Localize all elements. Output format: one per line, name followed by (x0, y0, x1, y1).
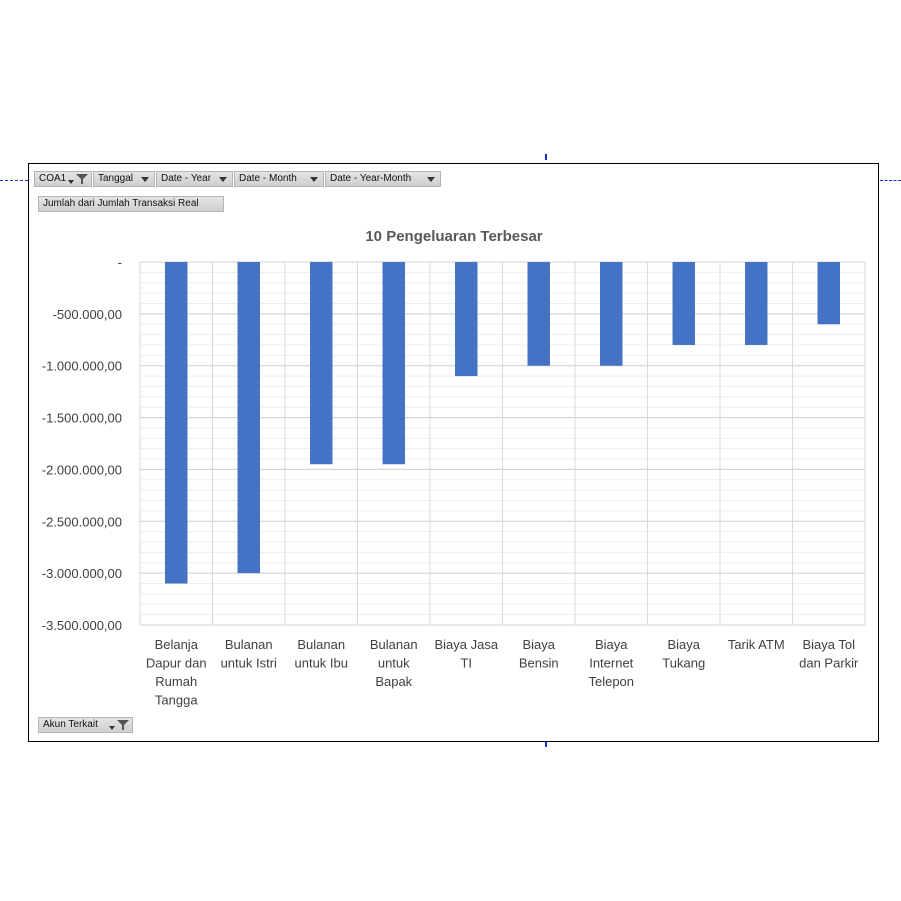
x-tick-label-line: Biaya (667, 637, 700, 652)
bar (310, 262, 333, 465)
axis-field-button[interactable]: Akun Terkait (38, 717, 133, 733)
filter-button-date-year-month[interactable]: Date - Year-Month (325, 171, 441, 187)
x-tick-label: Tarik ATM (728, 637, 785, 652)
x-tick-label: Belanja Dapur dan Rumah Tangga (146, 637, 207, 708)
y-axis-ticks: - -500.000,00 -1.000.000,00 -1.500.000,00 -2… (42, 255, 122, 633)
x-tick-label-line: Belanja (155, 637, 199, 652)
x-tick-label-line: Biaya Tol (802, 637, 855, 652)
x-tick-label: Bulanan untuk Istri (221, 637, 277, 671)
x-tick-label-line: Internet (589, 656, 633, 671)
x-tick-label-line: untuk Ibu (295, 656, 349, 671)
filter-icon (117, 720, 129, 730)
x-tick-label: Bulanan untuk Bapak (370, 637, 418, 689)
x-axis-labels: Belanja Dapur dan Rumah Tangga Bulanan untuk … (146, 637, 859, 708)
x-tick-label-line: Tarik ATM (728, 637, 785, 652)
axis-field-label: Akun Terkait (43, 719, 98, 730)
bars (165, 262, 840, 584)
chevron-down-icon (427, 177, 435, 182)
x-tick-label: Biaya Tol dan Parkir (799, 637, 859, 671)
y-tick-label: -1.500.000,00 (42, 411, 122, 426)
filter-label: COA1 (39, 173, 67, 184)
bar (672, 262, 695, 345)
filter-label: Date - Year (161, 173, 212, 184)
y-tick-label: -2.500.000,00 (42, 514, 122, 529)
x-tick-label-line: untuk Istri (221, 656, 277, 671)
gridlines (139, 261, 866, 626)
x-tick-label-line: Bulanan (370, 637, 418, 652)
chevron-down-icon (68, 180, 74, 184)
x-tick-label-line: Tangga (155, 693, 198, 708)
filter-button-date-month[interactable]: Date - Month (234, 171, 324, 187)
filter-icon (76, 174, 88, 184)
bar (600, 262, 623, 366)
page-guide-left (0, 180, 28, 181)
x-tick-label-line: Telepon (588, 674, 634, 689)
bar (745, 262, 768, 345)
value-field-label: Jumlah dari Jumlah Transaksi Real (43, 198, 199, 209)
chevron-down-icon (219, 177, 227, 182)
x-tick-label-line: Biaya Jasa (434, 637, 498, 652)
bar (382, 262, 405, 465)
bar (237, 262, 260, 574)
x-tick-label-line: Bapak (375, 674, 412, 689)
x-tick-label-line: Biaya (522, 637, 555, 652)
filter-button-coa1[interactable]: COA1 (34, 171, 92, 187)
x-tick-label: Biaya Tukang (662, 637, 705, 671)
x-tick-label-line: dan Parkir (799, 656, 859, 671)
chart-plot: 10 Pengeluaran Terbesar - -500.000,00 -1.0… (42, 228, 866, 708)
page-guide-top (545, 154, 547, 160)
value-field-button[interactable]: Jumlah dari Jumlah Transaksi Real (38, 196, 224, 212)
y-tick-label: -2.000.000,00 (42, 462, 122, 477)
filter-button-tanggal[interactable]: Tanggal (93, 171, 155, 187)
filter-label: Date - Month (239, 173, 297, 184)
x-tick-label-line: Bulanan (225, 637, 273, 652)
x-tick-label-line: Rumah (155, 674, 197, 689)
bar (165, 262, 188, 584)
filter-button-date-year[interactable]: Date - Year (156, 171, 233, 187)
filter-label: Tanggal (98, 173, 134, 184)
x-tick-label: Biaya Bensin (519, 637, 559, 671)
page-guide-bottom (545, 741, 547, 747)
filter-label: Date - Year-Month (330, 173, 412, 184)
bar (817, 262, 840, 325)
x-tick-label-line: Tukang (662, 656, 705, 671)
page-guide-right (880, 180, 901, 181)
x-tick-label: Bulanan untuk Ibu (295, 637, 349, 671)
x-tick-label: Biaya Internet Telepon (588, 637, 634, 689)
bar (455, 262, 478, 377)
y-tick-label: -1.000.000,00 (42, 359, 122, 374)
chevron-down-icon (109, 726, 115, 730)
x-tick-label-line: Bensin (519, 656, 559, 671)
bar (527, 262, 550, 366)
pivot-chart[interactable]: COA1 Tanggal Date - Year Date - Month Da… (28, 163, 879, 742)
x-tick-label-line: Biaya (595, 637, 628, 652)
y-tick-label: -3.500.000,00 (42, 618, 122, 633)
chevron-down-icon (141, 177, 149, 182)
chevron-down-icon (310, 177, 318, 182)
x-tick-label: Biaya Jasa TI (434, 637, 498, 671)
chart-title: 10 Pengeluaran Terbesar (365, 228, 542, 245)
x-tick-label-line: TI (460, 656, 472, 671)
x-tick-label-line: Bulanan (297, 637, 345, 652)
x-tick-label-line: untuk (378, 656, 410, 671)
y-tick-label: - (118, 255, 122, 270)
x-tick-label-line: Dapur dan (146, 656, 207, 671)
y-tick-label: -3.000.000,00 (42, 566, 122, 581)
y-tick-label: -500.000,00 (53, 307, 122, 322)
